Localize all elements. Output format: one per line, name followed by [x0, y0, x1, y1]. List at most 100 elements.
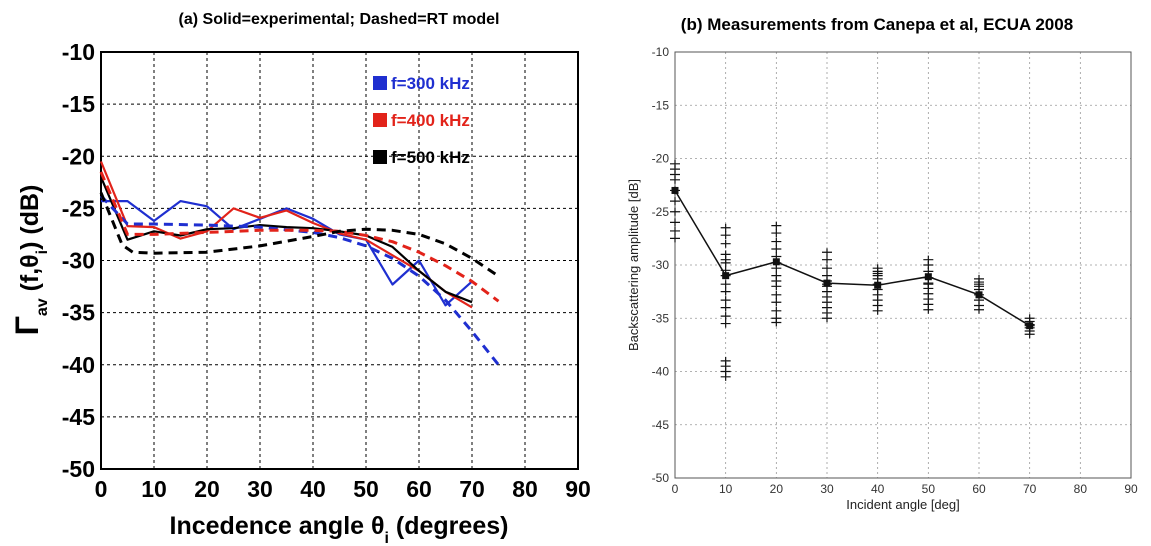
chart-b-point — [670, 234, 680, 243]
chart-b-point — [720, 223, 731, 232]
chart-b-xtick-label: 40 — [871, 482, 885, 496]
chart-a-legend-swatch — [373, 113, 387, 127]
chart-b-point — [771, 298, 782, 307]
chart-a-legend-swatch — [373, 150, 387, 164]
chart-b-xtick-label: 90 — [1124, 482, 1138, 496]
chart-a-xtick-label: 30 — [247, 476, 273, 502]
chart-b-ytick-label: -50 — [652, 471, 670, 485]
chart-b-point — [872, 306, 883, 315]
chart-b-ytick-label: -45 — [652, 418, 670, 432]
chart-a-ytick-label: -20 — [62, 143, 95, 169]
chart-a-xtick-label: 20 — [194, 476, 220, 502]
chart-a-ytick-label: -25 — [62, 195, 95, 221]
chart-a-title: (a) Solid=experimental; Dashed=RT model — [179, 11, 500, 28]
chart-a-xtick-label: 90 — [565, 476, 591, 502]
chart-b-xtick-label: 70 — [1023, 482, 1037, 496]
chart-a-legend-label: f=500 kHz — [391, 148, 470, 167]
chart-b-point — [670, 218, 680, 227]
chart-b: (b) Measurements from Canepa et al, ECUA… — [626, 15, 1138, 512]
chart-a-xtick-label: 70 — [459, 476, 485, 502]
chart-b-ylabel: Backscattering amplitude [dB] — [626, 179, 641, 351]
chart-b-xtick-label: 0 — [672, 482, 679, 496]
chart-b-point — [923, 305, 934, 314]
chart-b-point — [771, 237, 782, 246]
chart-b-point — [923, 280, 934, 289]
chart-b-point — [822, 248, 832, 257]
chart-b-point — [720, 255, 731, 264]
chart-b-point — [771, 264, 782, 273]
chart-b-title: (b) Measurements from Canepa et al, ECUA… — [681, 15, 1073, 34]
chart-b-ytick-label: -15 — [652, 98, 670, 112]
chart-a-xlabel: Incedence angle θi (degrees) — [170, 512, 509, 546]
chart-a-ytick-label: -35 — [62, 300, 95, 326]
chart-a-series-solid-2 — [99, 176, 473, 304]
chart-b-xlabel: Incident angle [deg] — [846, 497, 959, 512]
chart-b-xtick-label: 20 — [770, 482, 784, 496]
chart-b-ytick-label: -40 — [652, 365, 670, 379]
chart-b-point — [822, 280, 832, 289]
chart-a-ytick-label: -45 — [62, 404, 95, 430]
chart-b-point — [670, 197, 680, 206]
chart-a-xtick-label: 0 — [95, 476, 108, 502]
chart-a-series-solid-0 — [101, 200, 473, 307]
chart-b-point — [720, 372, 731, 381]
chart-a-xtick-label: 10 — [141, 476, 167, 502]
chart-b-point — [872, 271, 883, 280]
chart-a-legend-label: f=300 kHz — [391, 74, 470, 93]
chart-b-mean-line — [674, 190, 1031, 327]
chart-b-point — [720, 280, 731, 289]
chart-b-xtick-label: 50 — [922, 482, 936, 496]
chart-b-point — [771, 282, 782, 291]
chart-a-series-solid-1 — [99, 161, 473, 309]
chart-a-ytick-label: -40 — [62, 352, 95, 378]
chart-a-series-dashed-5 — [99, 192, 500, 278]
chart-b-point — [670, 175, 680, 184]
chart-b-axes-frame — [674, 51, 1132, 479]
chart-b-point — [720, 303, 731, 312]
chart-b-point — [771, 306, 782, 315]
chart-b-point — [720, 239, 731, 248]
chart-b-point — [974, 305, 984, 314]
chart-b-xtick-label: 30 — [820, 482, 834, 496]
chart-a-xtick-label: 50 — [353, 476, 379, 502]
chart-b-point — [771, 290, 782, 299]
chart-a-legend-swatch — [373, 76, 387, 90]
chart-a-series-dashed-4 — [99, 171, 500, 303]
chart-b-point — [670, 207, 680, 216]
chart-a-ylabel: Γav (f,θi) (dB) — [9, 185, 51, 336]
chart-b-xtick-label: 10 — [719, 482, 733, 496]
chart-b-point — [720, 287, 731, 296]
chart-b-point — [974, 282, 984, 291]
chart-b-point — [1024, 321, 1035, 330]
chart-a-axes-frame — [100, 51, 579, 470]
chart-a-ytick-label: -30 — [62, 248, 95, 274]
chart-b-point — [771, 229, 782, 238]
chart-b-ytick-label: -20 — [652, 152, 670, 166]
chart-b-ytick-label: -25 — [652, 205, 670, 219]
chart-b-point — [771, 221, 782, 230]
chart-b-ytick-label: -35 — [652, 311, 670, 325]
chart-b-point — [822, 255, 832, 264]
chart-a-series-dashed-3 — [99, 194, 500, 366]
chart-a-ytick-label: -15 — [62, 91, 95, 117]
chart-b-point — [720, 319, 731, 328]
chart-b-point — [670, 186, 680, 195]
chart-b-point — [720, 296, 731, 305]
chart-a-ytick-label: -50 — [62, 456, 95, 482]
chart-b-point — [771, 318, 782, 327]
chart-a-plot-area — [101, 52, 578, 469]
chart-b-point — [1024, 330, 1035, 339]
chart-a-xtick-label: 60 — [406, 476, 432, 502]
chart-a-ytick-label: -10 — [62, 39, 95, 65]
chart-b-point — [720, 312, 731, 321]
chart-b-ytick-label: -10 — [652, 45, 670, 59]
chart-a: (a) Solid=experimental; Dashed=RT model 0… — [9, 11, 591, 546]
chart-b-xtick-label: 80 — [1074, 482, 1088, 496]
chart-a-legend-label: f=400 kHz — [391, 111, 470, 130]
chart-a-xtick-label: 40 — [300, 476, 326, 502]
chart-b-point — [822, 264, 832, 273]
chart-b-ytick-label: -30 — [652, 258, 670, 272]
chart-b-point — [720, 231, 731, 240]
chart-b-xtick-label: 60 — [972, 482, 986, 496]
